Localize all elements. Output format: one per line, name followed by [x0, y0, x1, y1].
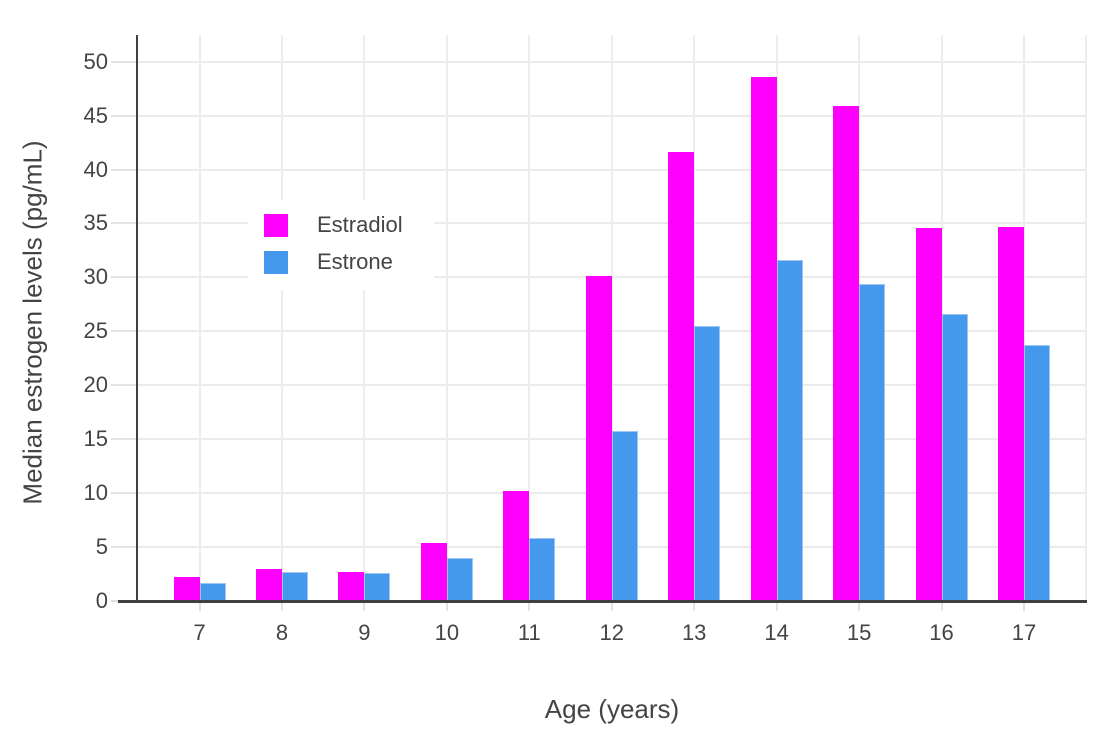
x-tick-label: 7	[193, 620, 206, 645]
bar-estrone-age-15	[859, 284, 886, 601]
x-tick-label: 10	[434, 620, 460, 645]
x-tick-label: 11	[517, 620, 541, 645]
y-tick-label: 30	[83, 264, 108, 290]
bar-estradiol-age-8	[255, 569, 282, 601]
y-tick-mark	[111, 114, 137, 117]
estradiol-swatch-icon	[264, 213, 288, 237]
bar-estrone-age-9	[364, 573, 391, 601]
bar-estradiol-age-15	[833, 106, 860, 601]
x-tick-mark	[858, 603, 861, 611]
x-gridline	[198, 35, 201, 601]
y-tick-label: 25	[83, 318, 108, 344]
y-tick-mark	[111, 492, 137, 495]
x-tick-label: 14	[764, 620, 789, 645]
legend-label-estradiol: Estradiol	[317, 212, 403, 237]
bar-estrone-age-10	[446, 558, 473, 601]
x-tick-mark	[775, 603, 778, 611]
bar-estradiol-age-17	[998, 227, 1024, 601]
y-tick-label: 50	[83, 48, 108, 74]
bar-estradiol-age-10	[420, 543, 447, 601]
x-tick-label: 15	[846, 620, 872, 645]
y-tick-label: 10	[83, 480, 108, 506]
bar-estradiol-age-14	[750, 77, 777, 601]
x-tick-mark	[363, 603, 366, 611]
x-gridline	[280, 35, 283, 601]
y-tick-label: 45	[83, 102, 108, 128]
x-axis-line	[118, 600, 1087, 603]
y-tick-label: 35	[83, 210, 108, 236]
y-tick-mark	[111, 546, 137, 549]
bar-estrone-age-16	[941, 314, 968, 601]
bar-estradiol-age-13	[668, 152, 695, 601]
x-tick-label: 12	[599, 620, 624, 645]
x-gridline	[693, 35, 696, 601]
bar-estradiol-age-11	[503, 491, 530, 601]
y-axis-line	[136, 35, 138, 603]
bar-estrone-age-11	[529, 538, 556, 601]
x-tick-label: 13	[681, 620, 707, 645]
x-gridline	[1085, 35, 1087, 601]
y-tick-mark	[111, 168, 137, 171]
legend-item-estradiol: Estradiol	[264, 212, 403, 237]
x-gridline	[445, 35, 448, 601]
legend-label-estrone: Estrone	[317, 249, 393, 274]
x-tick-mark	[528, 603, 531, 611]
x-gridline	[1023, 35, 1025, 601]
x-tick-label: 17	[1011, 620, 1037, 645]
x-tick-label: 8	[275, 620, 289, 645]
x-tick-mark	[940, 603, 943, 611]
x-gridline	[610, 35, 613, 601]
x-tick-mark	[198, 603, 201, 611]
bar-estradiol-age-9	[338, 572, 365, 601]
bar-estrone-age-7	[199, 583, 226, 601]
x-tick-label: 9	[358, 620, 371, 645]
x-tick-mark	[445, 603, 448, 611]
y-tick-label: 0	[95, 588, 108, 613]
bar-estrone-age-8	[281, 572, 308, 601]
x-axis-title: Age (years)	[544, 694, 680, 724]
y-tick-mark	[111, 330, 137, 333]
estrone-swatch-icon	[264, 250, 288, 274]
y-tick-mark	[111, 60, 137, 63]
y-tick-mark	[111, 222, 137, 225]
x-gridline	[528, 35, 531, 601]
legend-item-estrone: Estrone	[264, 249, 393, 274]
bar-estrone-age-17	[1024, 345, 1050, 601]
bar-estradiol-age-7	[173, 577, 200, 601]
y-tick-mark	[111, 438, 137, 441]
legend: Estradiol Estrone	[248, 200, 434, 290]
bar-estrone-age-12	[611, 431, 638, 601]
x-tick-label: 16	[929, 620, 954, 645]
x-tick-mark	[610, 603, 613, 611]
bar-estrone-age-14	[776, 260, 803, 601]
bar-estrone-age-13	[694, 326, 721, 601]
bar-estradiol-age-12	[585, 276, 612, 601]
y-tick-label: 40	[83, 156, 108, 182]
x-tick-mark	[1023, 603, 1025, 611]
y-tick-mark	[111, 384, 137, 387]
x-tick-mark	[693, 603, 696, 611]
y-tick-label: 15	[83, 426, 108, 452]
y-tick-label: 20	[83, 372, 108, 398]
bar-estradiol-age-16	[915, 228, 942, 601]
y-tick-mark	[111, 276, 137, 279]
y-tick-label: 5	[95, 534, 108, 560]
x-gridline	[363, 35, 366, 601]
x-tick-mark	[280, 603, 283, 611]
